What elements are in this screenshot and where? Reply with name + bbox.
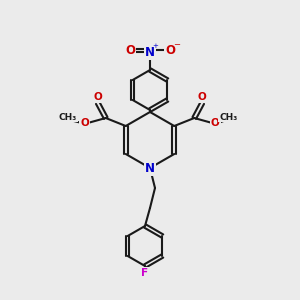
Text: O: O xyxy=(211,118,220,128)
Text: N: N xyxy=(145,46,155,59)
Text: O: O xyxy=(198,92,207,102)
Text: O: O xyxy=(93,92,102,102)
Text: CH₃: CH₃ xyxy=(58,112,77,122)
Text: O: O xyxy=(80,118,89,128)
Text: +: + xyxy=(152,43,158,49)
Text: O: O xyxy=(125,44,135,56)
Text: CH₃: CH₃ xyxy=(219,112,237,122)
Text: F: F xyxy=(141,268,148,278)
Text: N: N xyxy=(145,161,155,175)
Text: O: O xyxy=(165,44,175,56)
Text: −: − xyxy=(173,40,181,50)
